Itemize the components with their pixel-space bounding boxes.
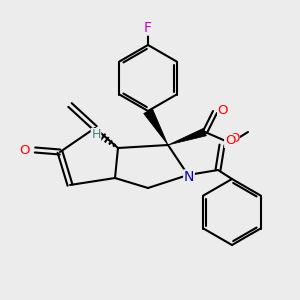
Text: H: H bbox=[91, 128, 101, 142]
Text: O: O bbox=[225, 134, 235, 148]
Text: N: N bbox=[184, 170, 194, 184]
Text: O: O bbox=[218, 103, 228, 116]
Polygon shape bbox=[144, 109, 168, 145]
Text: O: O bbox=[229, 133, 239, 146]
Text: F: F bbox=[144, 21, 152, 35]
Text: O: O bbox=[20, 143, 30, 157]
Polygon shape bbox=[168, 128, 206, 145]
